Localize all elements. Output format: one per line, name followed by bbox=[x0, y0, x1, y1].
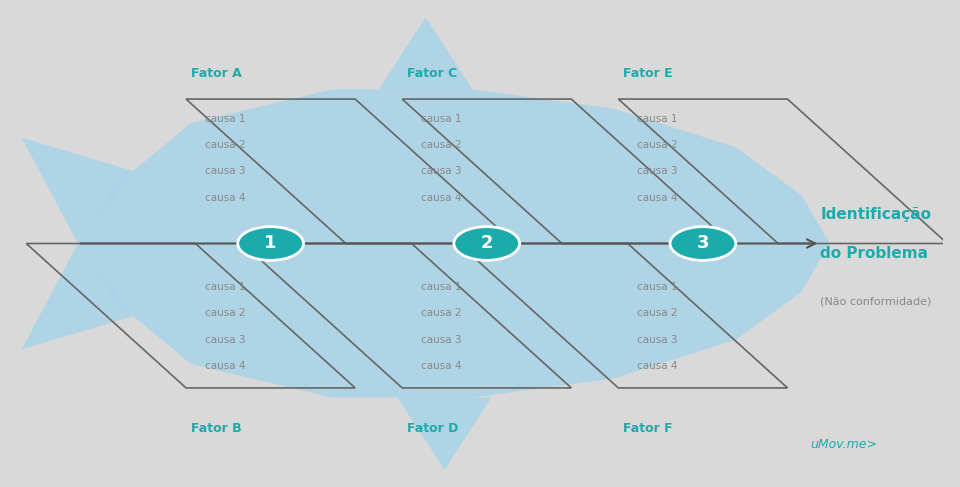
Text: Fator A: Fator A bbox=[191, 67, 242, 80]
Text: causa 1: causa 1 bbox=[421, 113, 462, 124]
Text: (Não conformidade): (Não conformidade) bbox=[821, 296, 932, 306]
Text: causa 1: causa 1 bbox=[637, 113, 678, 124]
Text: causa 4: causa 4 bbox=[421, 361, 462, 372]
Circle shape bbox=[454, 226, 519, 261]
Text: Fator F: Fator F bbox=[623, 422, 673, 434]
Text: causa 2: causa 2 bbox=[204, 308, 246, 318]
Text: Fator D: Fator D bbox=[407, 422, 458, 434]
Text: causa 4: causa 4 bbox=[637, 361, 678, 372]
Text: causa 4: causa 4 bbox=[421, 193, 462, 203]
Text: causa 1: causa 1 bbox=[421, 282, 462, 292]
Text: causa 2: causa 2 bbox=[421, 308, 462, 318]
Text: causa 2: causa 2 bbox=[637, 140, 678, 150]
Text: causa 1: causa 1 bbox=[637, 282, 678, 292]
Text: causa 3: causa 3 bbox=[204, 335, 246, 345]
Polygon shape bbox=[78, 90, 829, 397]
Circle shape bbox=[670, 226, 735, 261]
Text: 2: 2 bbox=[481, 235, 493, 252]
Polygon shape bbox=[378, 17, 472, 90]
FancyBboxPatch shape bbox=[0, 8, 952, 479]
Text: causa 3: causa 3 bbox=[421, 335, 462, 345]
Polygon shape bbox=[21, 244, 134, 349]
Circle shape bbox=[238, 226, 303, 261]
Text: causa 4: causa 4 bbox=[204, 193, 246, 203]
Text: Identificação: Identificação bbox=[821, 207, 931, 222]
Text: causa 2: causa 2 bbox=[637, 308, 678, 318]
Text: Fator E: Fator E bbox=[623, 67, 673, 80]
Text: causa 3: causa 3 bbox=[204, 167, 246, 176]
Text: causa 3: causa 3 bbox=[637, 335, 678, 345]
Polygon shape bbox=[397, 397, 492, 470]
Text: Fator B: Fator B bbox=[191, 422, 241, 434]
Text: causa 3: causa 3 bbox=[421, 167, 462, 176]
Text: Fator C: Fator C bbox=[407, 67, 457, 80]
Polygon shape bbox=[21, 138, 134, 244]
Text: causa 4: causa 4 bbox=[637, 193, 678, 203]
Text: causa 2: causa 2 bbox=[204, 140, 246, 150]
Text: uMov.me>: uMov.me> bbox=[810, 437, 876, 450]
Text: causa 1: causa 1 bbox=[204, 113, 246, 124]
Text: causa 3: causa 3 bbox=[637, 167, 678, 176]
Text: 3: 3 bbox=[697, 235, 709, 252]
Text: causa 4: causa 4 bbox=[204, 361, 246, 372]
Text: causa 2: causa 2 bbox=[421, 140, 462, 150]
Text: do Problema: do Problema bbox=[821, 245, 928, 261]
Text: 1: 1 bbox=[264, 235, 276, 252]
Text: causa 1: causa 1 bbox=[204, 282, 246, 292]
